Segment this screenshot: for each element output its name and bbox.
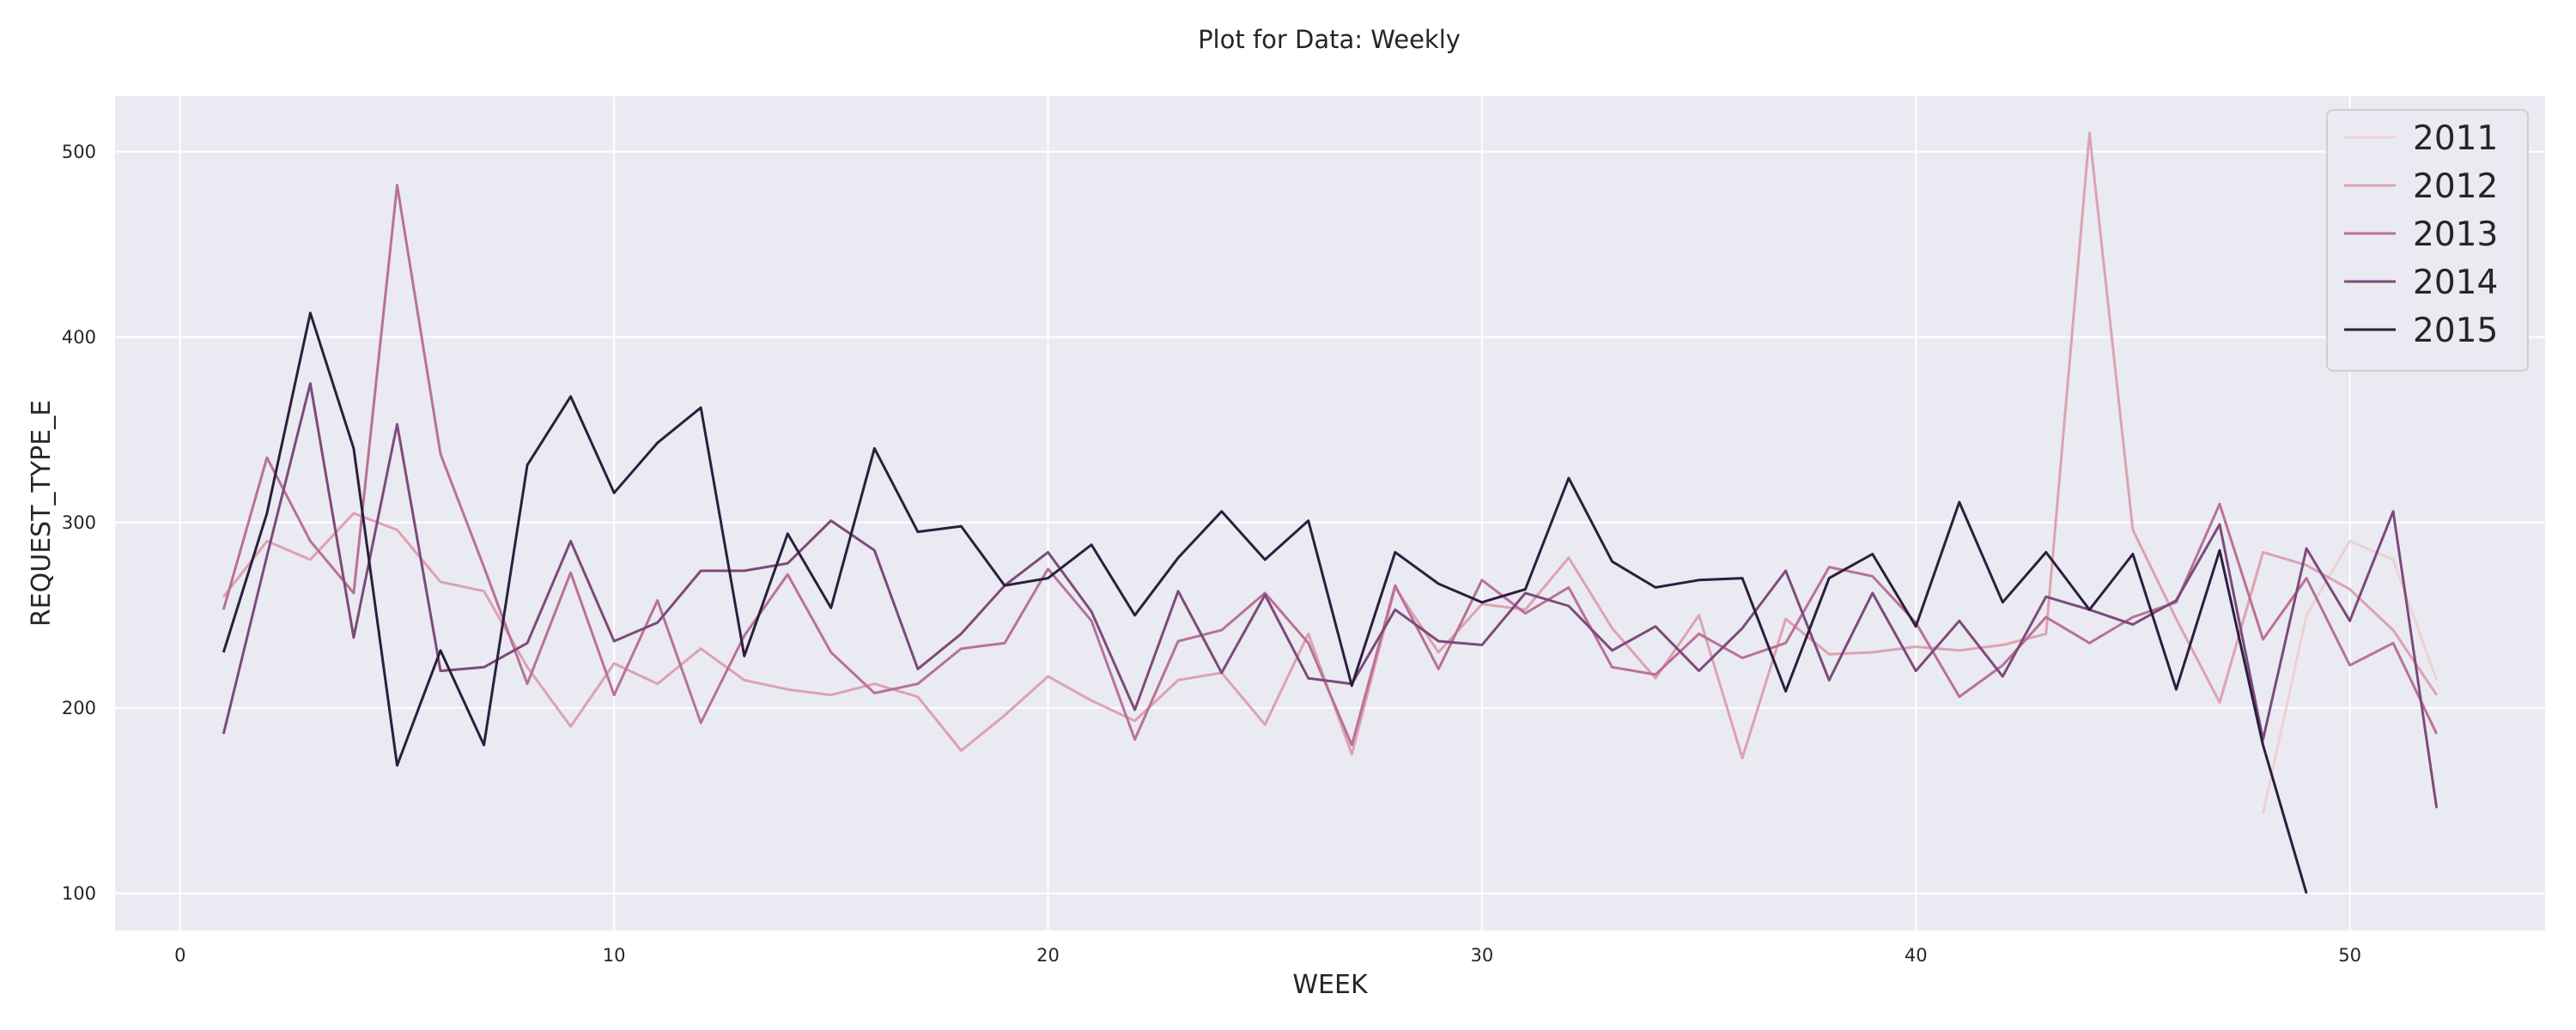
x-axis-label: WEEK — [1292, 970, 1369, 1000]
x-tick-label: 10 — [603, 945, 626, 966]
x-tick-label: 40 — [1905, 945, 1928, 966]
x-axis-ticks: 0 10 20 30 40 50 — [174, 945, 2361, 966]
y-tick-label: 100 — [62, 883, 96, 904]
series-line-2015 — [222, 312, 2308, 894]
x-tick-label: 0 — [174, 945, 185, 966]
series-line-2011 — [2262, 539, 2439, 815]
series-lines — [222, 131, 2439, 894]
y-axis-label: REQUEST_TYPE_E — [27, 400, 57, 627]
plot-area — [115, 96, 2545, 930]
legend-label-2015: 2015 — [2413, 312, 2498, 350]
y-tick-label: 300 — [62, 512, 96, 533]
legend-box — [2326, 109, 2529, 372]
chart-title: Plot for Data: Weekly — [1198, 25, 1461, 54]
x-tick-label: 20 — [1036, 945, 1060, 966]
series-line-2014 — [222, 382, 2439, 809]
legend-label-2013: 2013 — [2413, 215, 2498, 254]
legend-label-2012: 2012 — [2413, 167, 2498, 206]
y-axis-ticks: 100 200 300 400 500 — [62, 142, 96, 904]
legend: 2011 2012 2013 2014 2015 — [2326, 109, 2529, 372]
x-tick-label: 50 — [2338, 945, 2361, 966]
y-tick-label: 500 — [62, 142, 96, 162]
legend-label-2011: 2011 — [2413, 119, 2498, 158]
x-tick-label: 30 — [1471, 945, 1494, 966]
series-line-2013 — [222, 184, 2439, 747]
y-tick-label: 200 — [62, 698, 96, 718]
y-tick-label: 400 — [62, 327, 96, 348]
legend-label-2014: 2014 — [2413, 264, 2498, 302]
